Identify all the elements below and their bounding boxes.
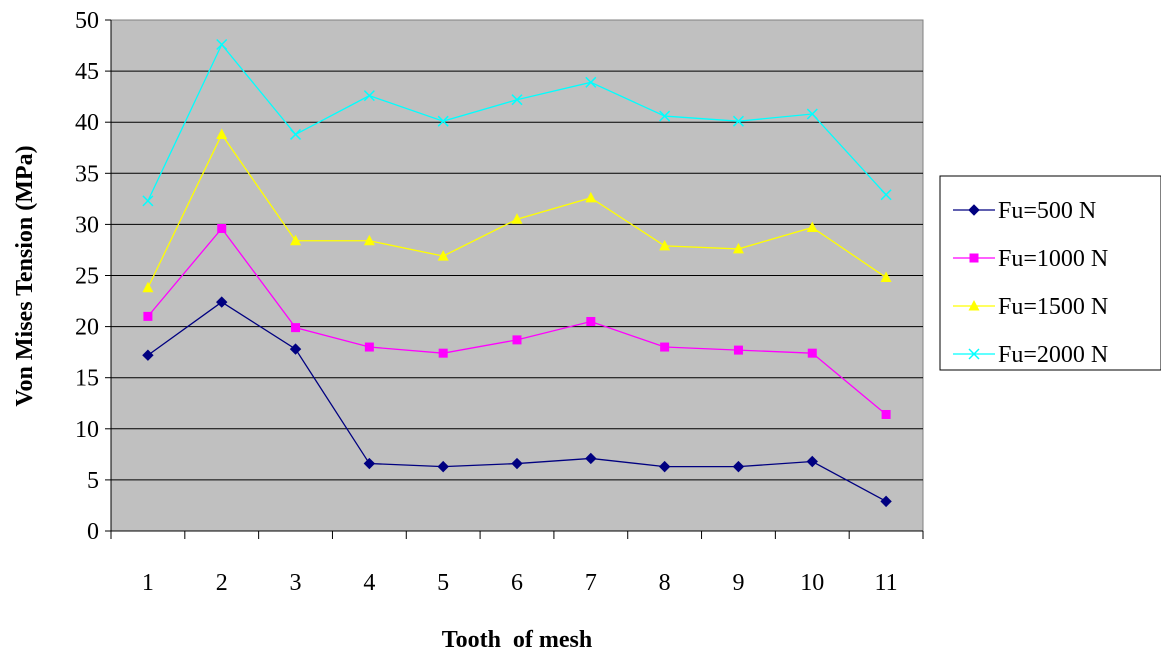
data-point	[585, 452, 597, 465]
y-tick-label: 15	[75, 366, 99, 392]
y-tick-label: 40	[75, 110, 99, 136]
data-point	[660, 342, 670, 352]
y-axis-title: Von Mises Tension (MPa)	[12, 145, 38, 406]
x-tick-label: 6	[511, 570, 523, 596]
legend: Fu=500 N Fu=1000 N Fu=1500 N Fu=2000 N	[939, 175, 1161, 371]
legend-marker	[968, 300, 980, 311]
data-point	[658, 460, 671, 473]
data-point	[216, 38, 228, 51]
data-point	[807, 348, 817, 358]
series-4	[142, 38, 892, 207]
y-tick-label: 35	[75, 161, 99, 187]
legend-marker	[969, 253, 979, 263]
x-tick-label: 8	[659, 570, 671, 596]
series-group	[142, 38, 892, 508]
axes	[105, 19, 924, 539]
x-tick-label: 10	[800, 570, 824, 596]
data-point	[289, 343, 302, 355]
data-point	[142, 281, 154, 293]
legend-label: Fu=500 N	[998, 198, 1096, 224]
data-point	[216, 296, 228, 308]
series-2	[143, 223, 891, 419]
data-point	[437, 460, 449, 473]
y-tick-label: 0	[87, 519, 99, 545]
data-point	[806, 108, 818, 120]
x-tick-label: 7	[585, 570, 597, 596]
x-tick-label: 1	[142, 570, 154, 596]
data-point	[512, 335, 522, 345]
data-point	[438, 348, 448, 358]
y-tick-label: 20	[75, 315, 99, 341]
y-tick-labels: 0 5 10 15 20 25 30 35 40 45 50	[75, 8, 99, 545]
x-tick-label: 2	[216, 570, 228, 596]
y-tick-label: 45	[75, 59, 99, 85]
data-point	[511, 457, 523, 470]
data-point	[291, 323, 301, 333]
gridlines	[111, 70, 923, 481]
data-point	[659, 239, 671, 251]
data-point	[290, 128, 302, 140]
legend-label: Fu=1000 N	[998, 246, 1108, 272]
data-point	[733, 345, 743, 355]
data-point	[732, 242, 744, 254]
x-tick-label: 11	[875, 570, 898, 596]
data-point	[142, 349, 154, 361]
data-point	[585, 191, 597, 203]
y-tick-label: 25	[75, 264, 99, 290]
data-point	[806, 221, 818, 232]
data-point	[585, 76, 597, 88]
data-point	[363, 234, 375, 246]
data-point	[364, 342, 374, 352]
data-point	[143, 311, 153, 321]
data-point	[880, 271, 892, 283]
x-axis-title: Tooth of mesh	[442, 627, 592, 653]
legend-label: Fu=2000 N	[998, 342, 1108, 368]
data-point	[881, 409, 891, 419]
data-point	[511, 213, 523, 224]
data-point	[880, 495, 892, 508]
data-point	[880, 189, 892, 201]
legend-item: Fu=1000 N	[953, 246, 1108, 272]
data-point	[437, 115, 449, 127]
data-point	[732, 115, 744, 127]
legend-item: Fu=500 N	[953, 198, 1096, 224]
x-tick-label: 3	[290, 570, 302, 596]
legend-item: Fu=2000 N	[953, 342, 1108, 368]
y-tick-label: 30	[75, 212, 99, 238]
data-point	[659, 110, 671, 122]
x-tick-labels: 1 2 3 4 5 6 7 8 9 10 11	[142, 570, 898, 596]
data-point	[216, 128, 228, 139]
data-point	[437, 250, 449, 261]
y-tick-label: 50	[75, 8, 99, 34]
legend-marker	[968, 348, 980, 360]
data-point	[806, 455, 818, 468]
data-point	[586, 316, 596, 326]
series-1	[142, 296, 892, 508]
data-point	[217, 223, 227, 233]
x-tick-label: 4	[363, 570, 375, 596]
data-point	[290, 234, 302, 246]
legend-marker	[968, 204, 980, 216]
series-3	[142, 128, 892, 293]
y-tick-label: 10	[75, 417, 99, 443]
legend-label: Fu=1500 N	[998, 294, 1108, 320]
data-point	[511, 94, 523, 106]
data-point	[732, 460, 745, 473]
legend-item: Fu=1500 N	[953, 294, 1108, 320]
data-point	[142, 195, 154, 207]
y-tick-label: 5	[87, 468, 99, 494]
data-point	[363, 457, 376, 470]
data-point	[363, 90, 375, 102]
x-tick-label: 9	[732, 570, 744, 596]
x-tick-label: 5	[437, 570, 449, 596]
